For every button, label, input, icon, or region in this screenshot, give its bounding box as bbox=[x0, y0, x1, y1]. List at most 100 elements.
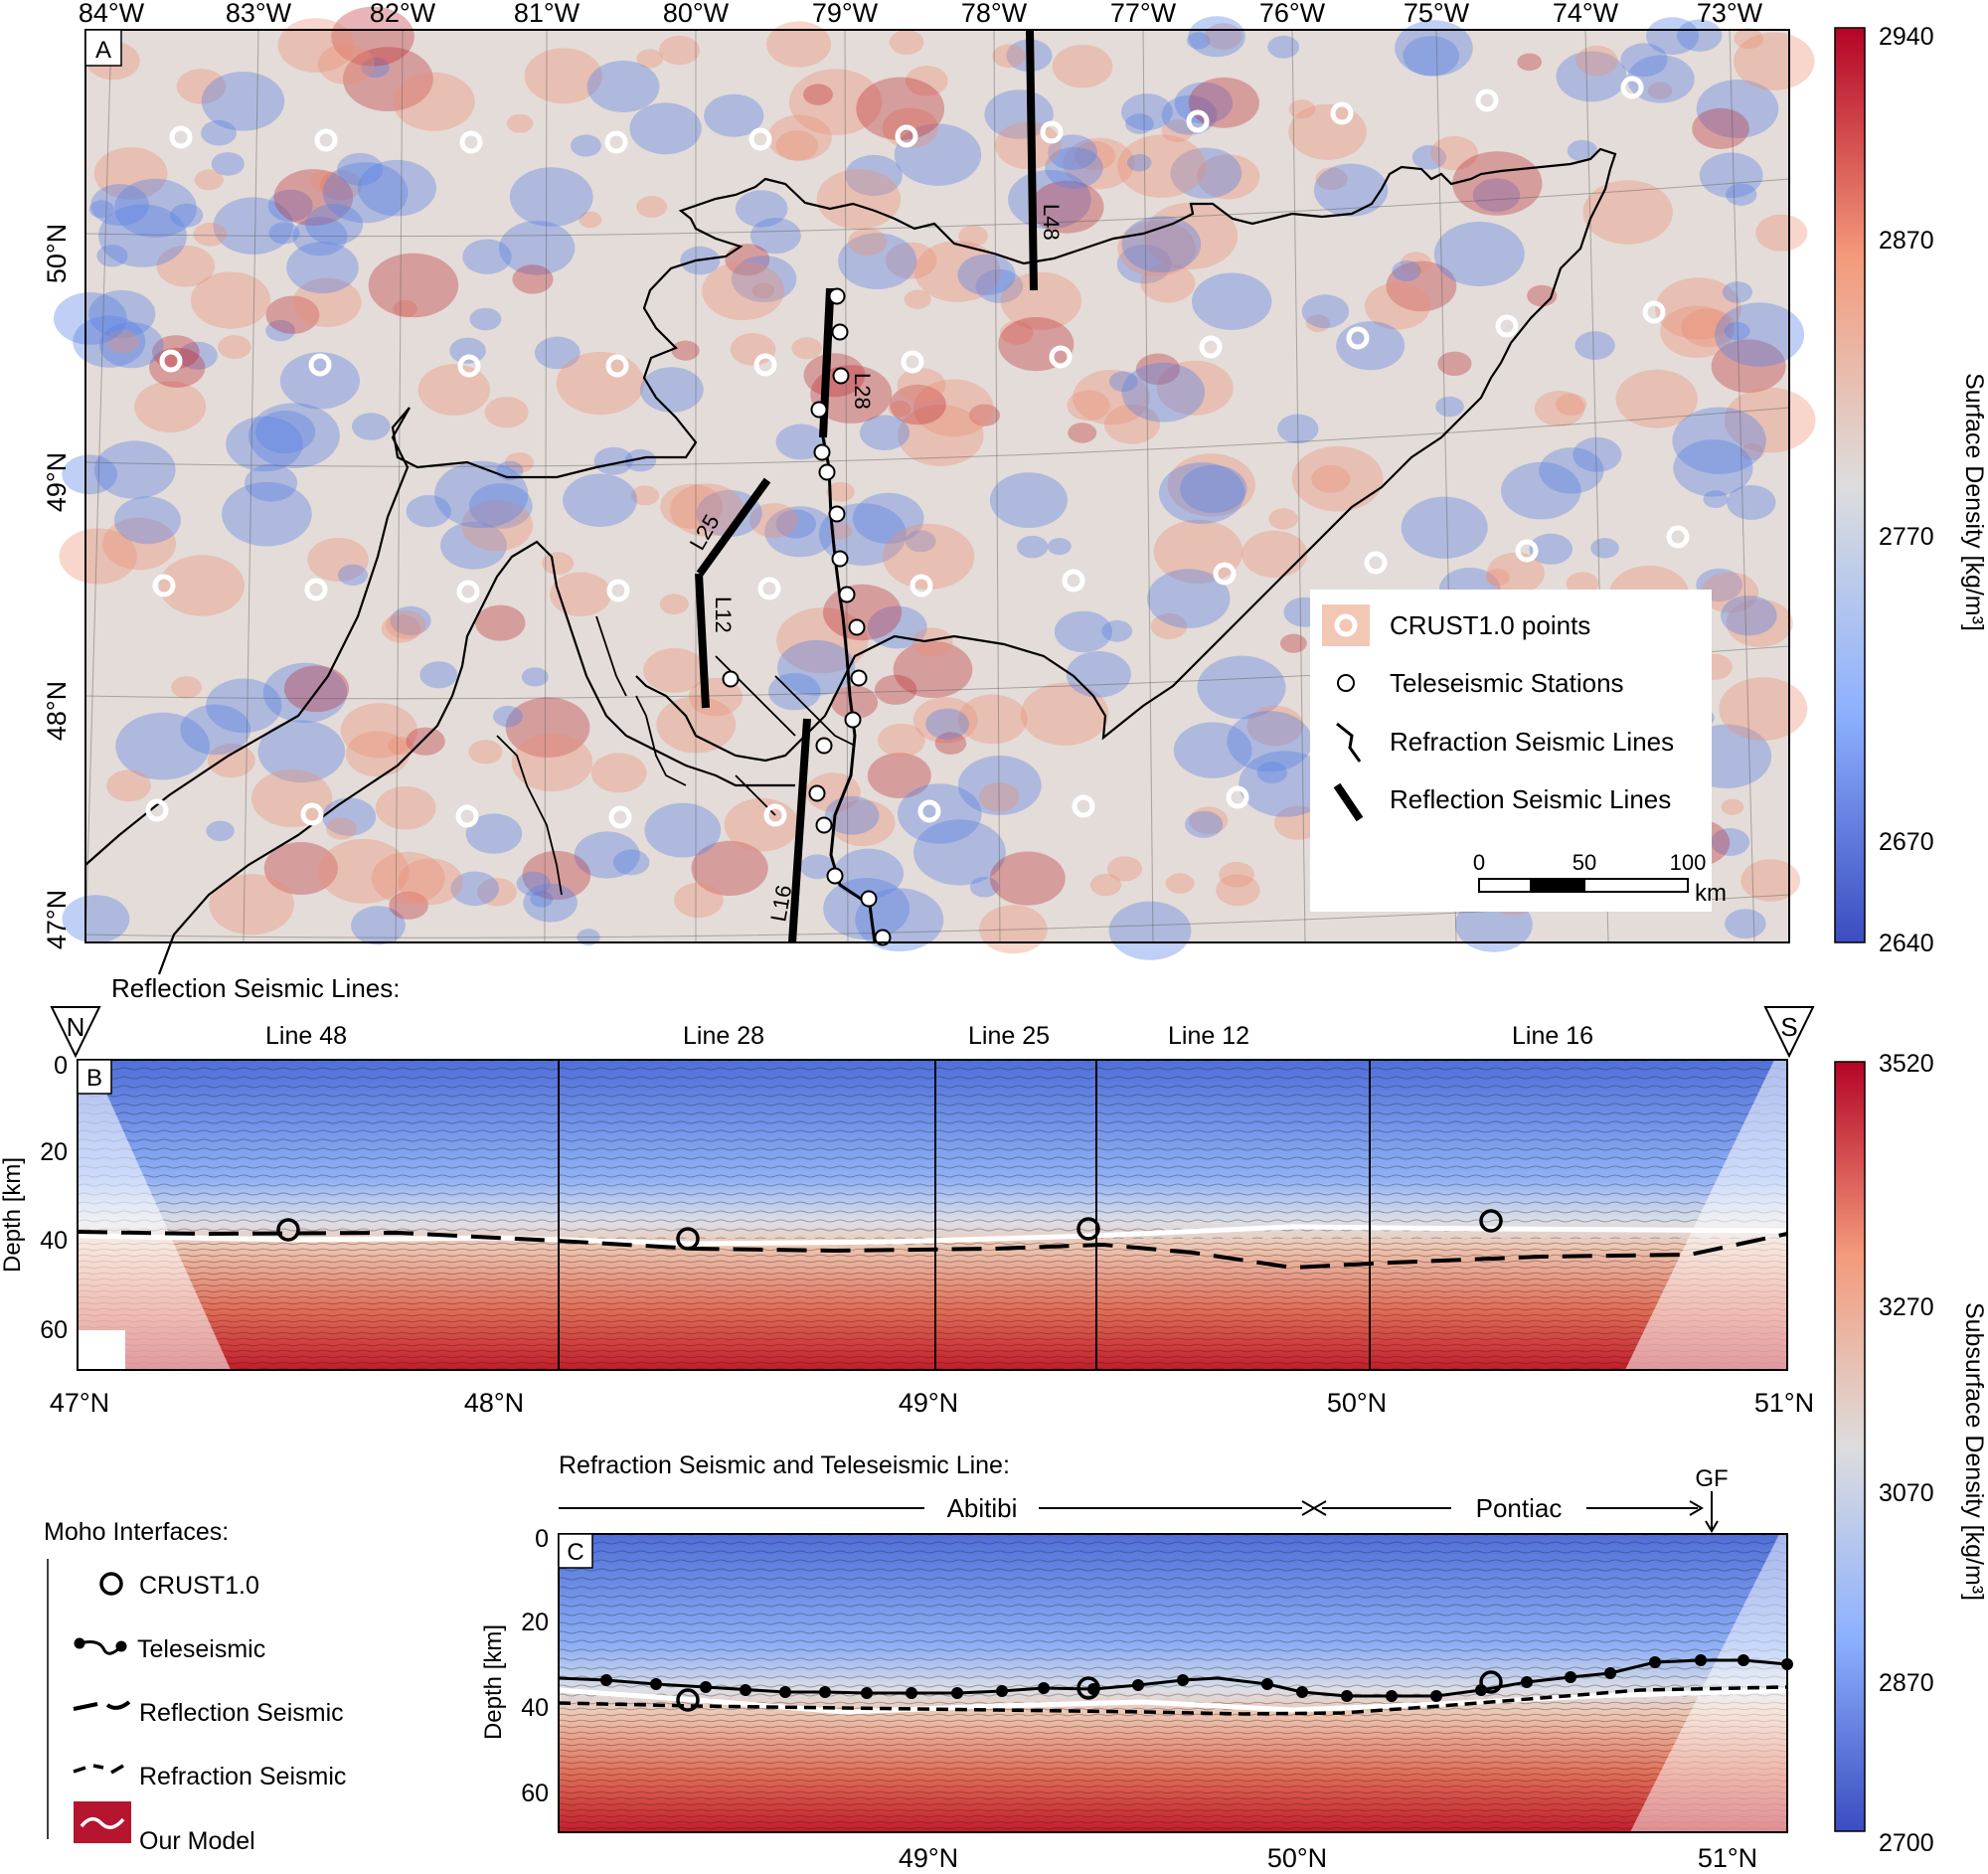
density-blob bbox=[1048, 134, 1097, 170]
density-blob bbox=[1575, 46, 1618, 77]
lon-label: 73°W bbox=[1697, 0, 1763, 28]
density-blob bbox=[731, 256, 797, 302]
density-blob bbox=[1582, 180, 1673, 245]
density-blob bbox=[388, 736, 414, 756]
density-blob bbox=[530, 891, 554, 908]
density-blob bbox=[624, 448, 657, 472]
density-blob bbox=[226, 416, 303, 472]
crust-point-marker bbox=[1062, 569, 1085, 593]
density-blob bbox=[468, 740, 503, 765]
crust-points bbox=[145, 76, 1690, 829]
density-blob bbox=[1268, 508, 1298, 530]
legend-crust-swatch bbox=[1322, 604, 1370, 646]
density-blob bbox=[62, 895, 130, 943]
density-blob bbox=[1197, 154, 1260, 200]
density-blob bbox=[1437, 351, 1472, 376]
density-blob bbox=[440, 521, 507, 570]
density-blob bbox=[1000, 271, 1081, 330]
cbar-a-tick: 2870 bbox=[1879, 227, 1934, 255]
panel-b-ylabel: Depth [km] bbox=[0, 1157, 26, 1273]
crust-point-marker bbox=[1346, 326, 1370, 350]
lat-tick: 50°N bbox=[1267, 1843, 1327, 1869]
moho-model-b bbox=[77, 1224, 1788, 1247]
density-blob bbox=[361, 57, 390, 79]
teleseismic-moho-dot bbox=[1341, 1690, 1353, 1702]
density-blob bbox=[1724, 321, 1750, 341]
density-blob bbox=[1167, 453, 1255, 517]
density-blob bbox=[736, 190, 788, 228]
density-blob bbox=[386, 610, 426, 639]
density-blob bbox=[248, 403, 340, 469]
density-blob bbox=[1452, 151, 1543, 216]
crust-point-marker bbox=[901, 350, 924, 374]
density-blob bbox=[1030, 180, 1104, 234]
density-blob bbox=[636, 196, 668, 218]
region-pontiac: Pontiac bbox=[1476, 1493, 1563, 1523]
density-blob bbox=[1566, 572, 1599, 596]
scalebar-seg-2 bbox=[1530, 878, 1585, 893]
density-blob bbox=[867, 753, 931, 798]
legend-reflection-glyph bbox=[1333, 782, 1364, 822]
teleseismic-moho-dot bbox=[1177, 1674, 1189, 1686]
density-blob bbox=[1721, 596, 1777, 636]
depth-tick: 20 bbox=[521, 1609, 549, 1636]
crust-point-marker bbox=[145, 798, 169, 822]
density-blob bbox=[579, 211, 602, 229]
density-blob bbox=[750, 218, 801, 255]
coastline-inland bbox=[157, 540, 795, 975]
density-blob bbox=[730, 333, 776, 366]
density-blob bbox=[511, 733, 593, 792]
teleseismic-moho-dot bbox=[1649, 1656, 1661, 1668]
teleseismic-station-marker bbox=[828, 287, 846, 305]
cbar-a-tick: 2670 bbox=[1879, 828, 1934, 856]
density-blob bbox=[93, 147, 168, 200]
density-blob bbox=[1726, 598, 1793, 647]
density-blob bbox=[852, 492, 924, 544]
density-blob bbox=[417, 364, 490, 416]
density-blob bbox=[1066, 651, 1131, 698]
density-blob bbox=[245, 463, 298, 502]
moho-legend: Moho Interfaces: CRUST1.0 Teleseismic Re… bbox=[44, 1518, 346, 1855]
density-blob bbox=[1313, 163, 1389, 217]
density-blob bbox=[1336, 321, 1406, 371]
density-blob bbox=[1073, 369, 1150, 426]
density-blob bbox=[493, 705, 523, 728]
density-blob bbox=[767, 114, 832, 161]
legend-tele-glyph bbox=[79, 1640, 123, 1655]
density-blob bbox=[563, 473, 637, 527]
density-blob bbox=[206, 820, 235, 841]
density-blob bbox=[1173, 722, 1252, 778]
density-blob bbox=[670, 483, 745, 537]
density-blob bbox=[390, 605, 431, 636]
density-blob bbox=[267, 189, 313, 223]
lon-label: 84°W bbox=[79, 0, 145, 28]
density-blob bbox=[340, 703, 418, 759]
density-blob bbox=[307, 537, 369, 582]
density-blob bbox=[1054, 610, 1112, 653]
density-blob bbox=[1121, 93, 1173, 131]
teleseismic-moho-dot bbox=[906, 1687, 917, 1699]
crust-point-marker bbox=[917, 799, 941, 823]
lat-tick: 49°N bbox=[899, 1388, 958, 1418]
density-blob bbox=[838, 233, 917, 289]
lon-label: 77°W bbox=[1110, 0, 1177, 28]
density-blob bbox=[170, 203, 204, 228]
density-blob bbox=[1534, 390, 1585, 426]
density-blob bbox=[310, 170, 341, 193]
crust-point-marker bbox=[608, 805, 632, 829]
density-blob bbox=[1430, 135, 1478, 171]
density-blob bbox=[630, 485, 660, 506]
density-blob bbox=[88, 200, 114, 219]
density-blob bbox=[768, 673, 821, 711]
moho-legend-item: Teleseismic bbox=[137, 1635, 265, 1663]
density-blob bbox=[279, 352, 360, 410]
teleseismic-moho-dot bbox=[779, 1686, 791, 1698]
density-blob bbox=[1301, 294, 1350, 329]
density-blob bbox=[789, 69, 883, 135]
moho-legend-item: Reflection Seismic bbox=[139, 1699, 344, 1727]
teleseismic-station-marker bbox=[813, 443, 831, 461]
density-blob bbox=[504, 452, 534, 473]
density-blob bbox=[883, 523, 975, 590]
density-blob bbox=[659, 594, 689, 615]
density-blob bbox=[213, 197, 294, 255]
